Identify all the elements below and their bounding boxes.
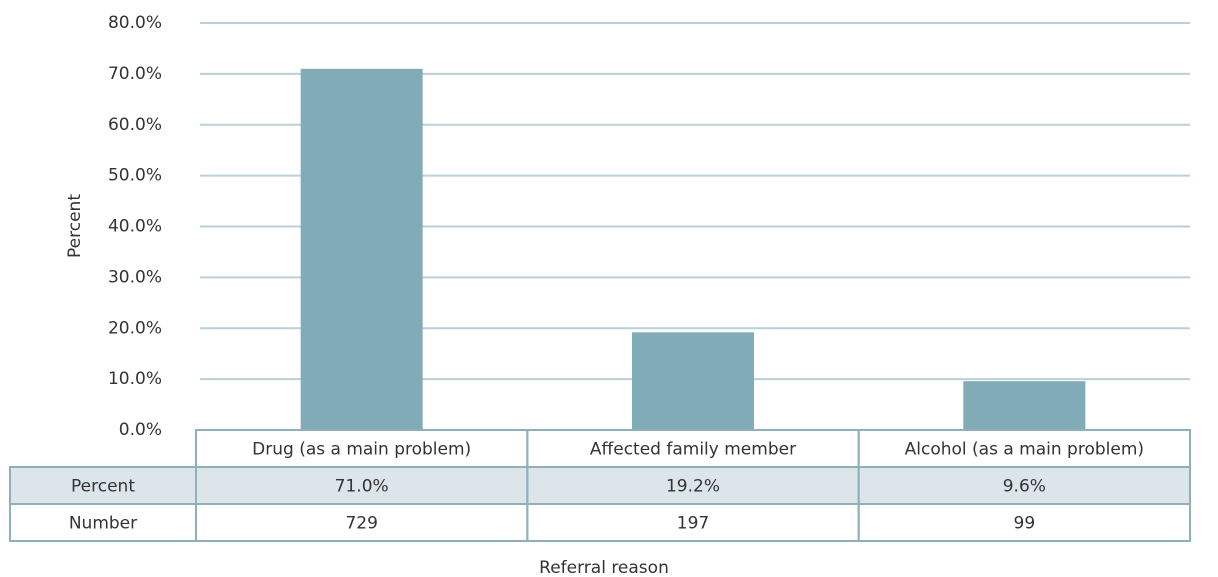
x-tick-label: Drug (as a main problem) <box>252 440 471 460</box>
value-label: 71.0% <box>335 477 389 497</box>
x-tick-label: Alcohol (as a main problem) <box>905 440 1144 460</box>
row-label: Percent <box>71 477 135 497</box>
table-cell <box>857 503 1192 542</box>
y-tick-label: 0.0% <box>119 420 162 440</box>
value-label: 9.6% <box>1003 477 1046 497</box>
y-tick-label: 60.0% <box>108 115 162 135</box>
value-label: 19.2% <box>666 477 720 497</box>
y-tick-label: 20.0% <box>108 318 162 338</box>
y-tick-label: 50.0% <box>108 166 162 186</box>
y-axis-label: Percent <box>65 194 85 258</box>
row-label: Number <box>69 514 137 534</box>
bar <box>300 68 423 430</box>
y-tick-label: 10.0% <box>108 369 162 389</box>
table-cell <box>9 503 197 542</box>
x-axis-label: Referral reason <box>539 558 669 577</box>
x-tick-label: Affected family member <box>590 440 796 460</box>
table-row-shade <box>10 467 1190 504</box>
count-label: 99 <box>1014 514 1036 534</box>
y-tick-label: 40.0% <box>108 217 162 237</box>
y-tick-label: 30.0% <box>108 267 162 287</box>
y-tick-label: 80.0% <box>108 13 162 33</box>
count-label: 197 <box>677 514 709 534</box>
bar <box>632 332 754 430</box>
y-tick-label: 70.0% <box>108 64 162 84</box>
bar <box>963 381 1086 430</box>
count-label: 729 <box>345 514 377 534</box>
